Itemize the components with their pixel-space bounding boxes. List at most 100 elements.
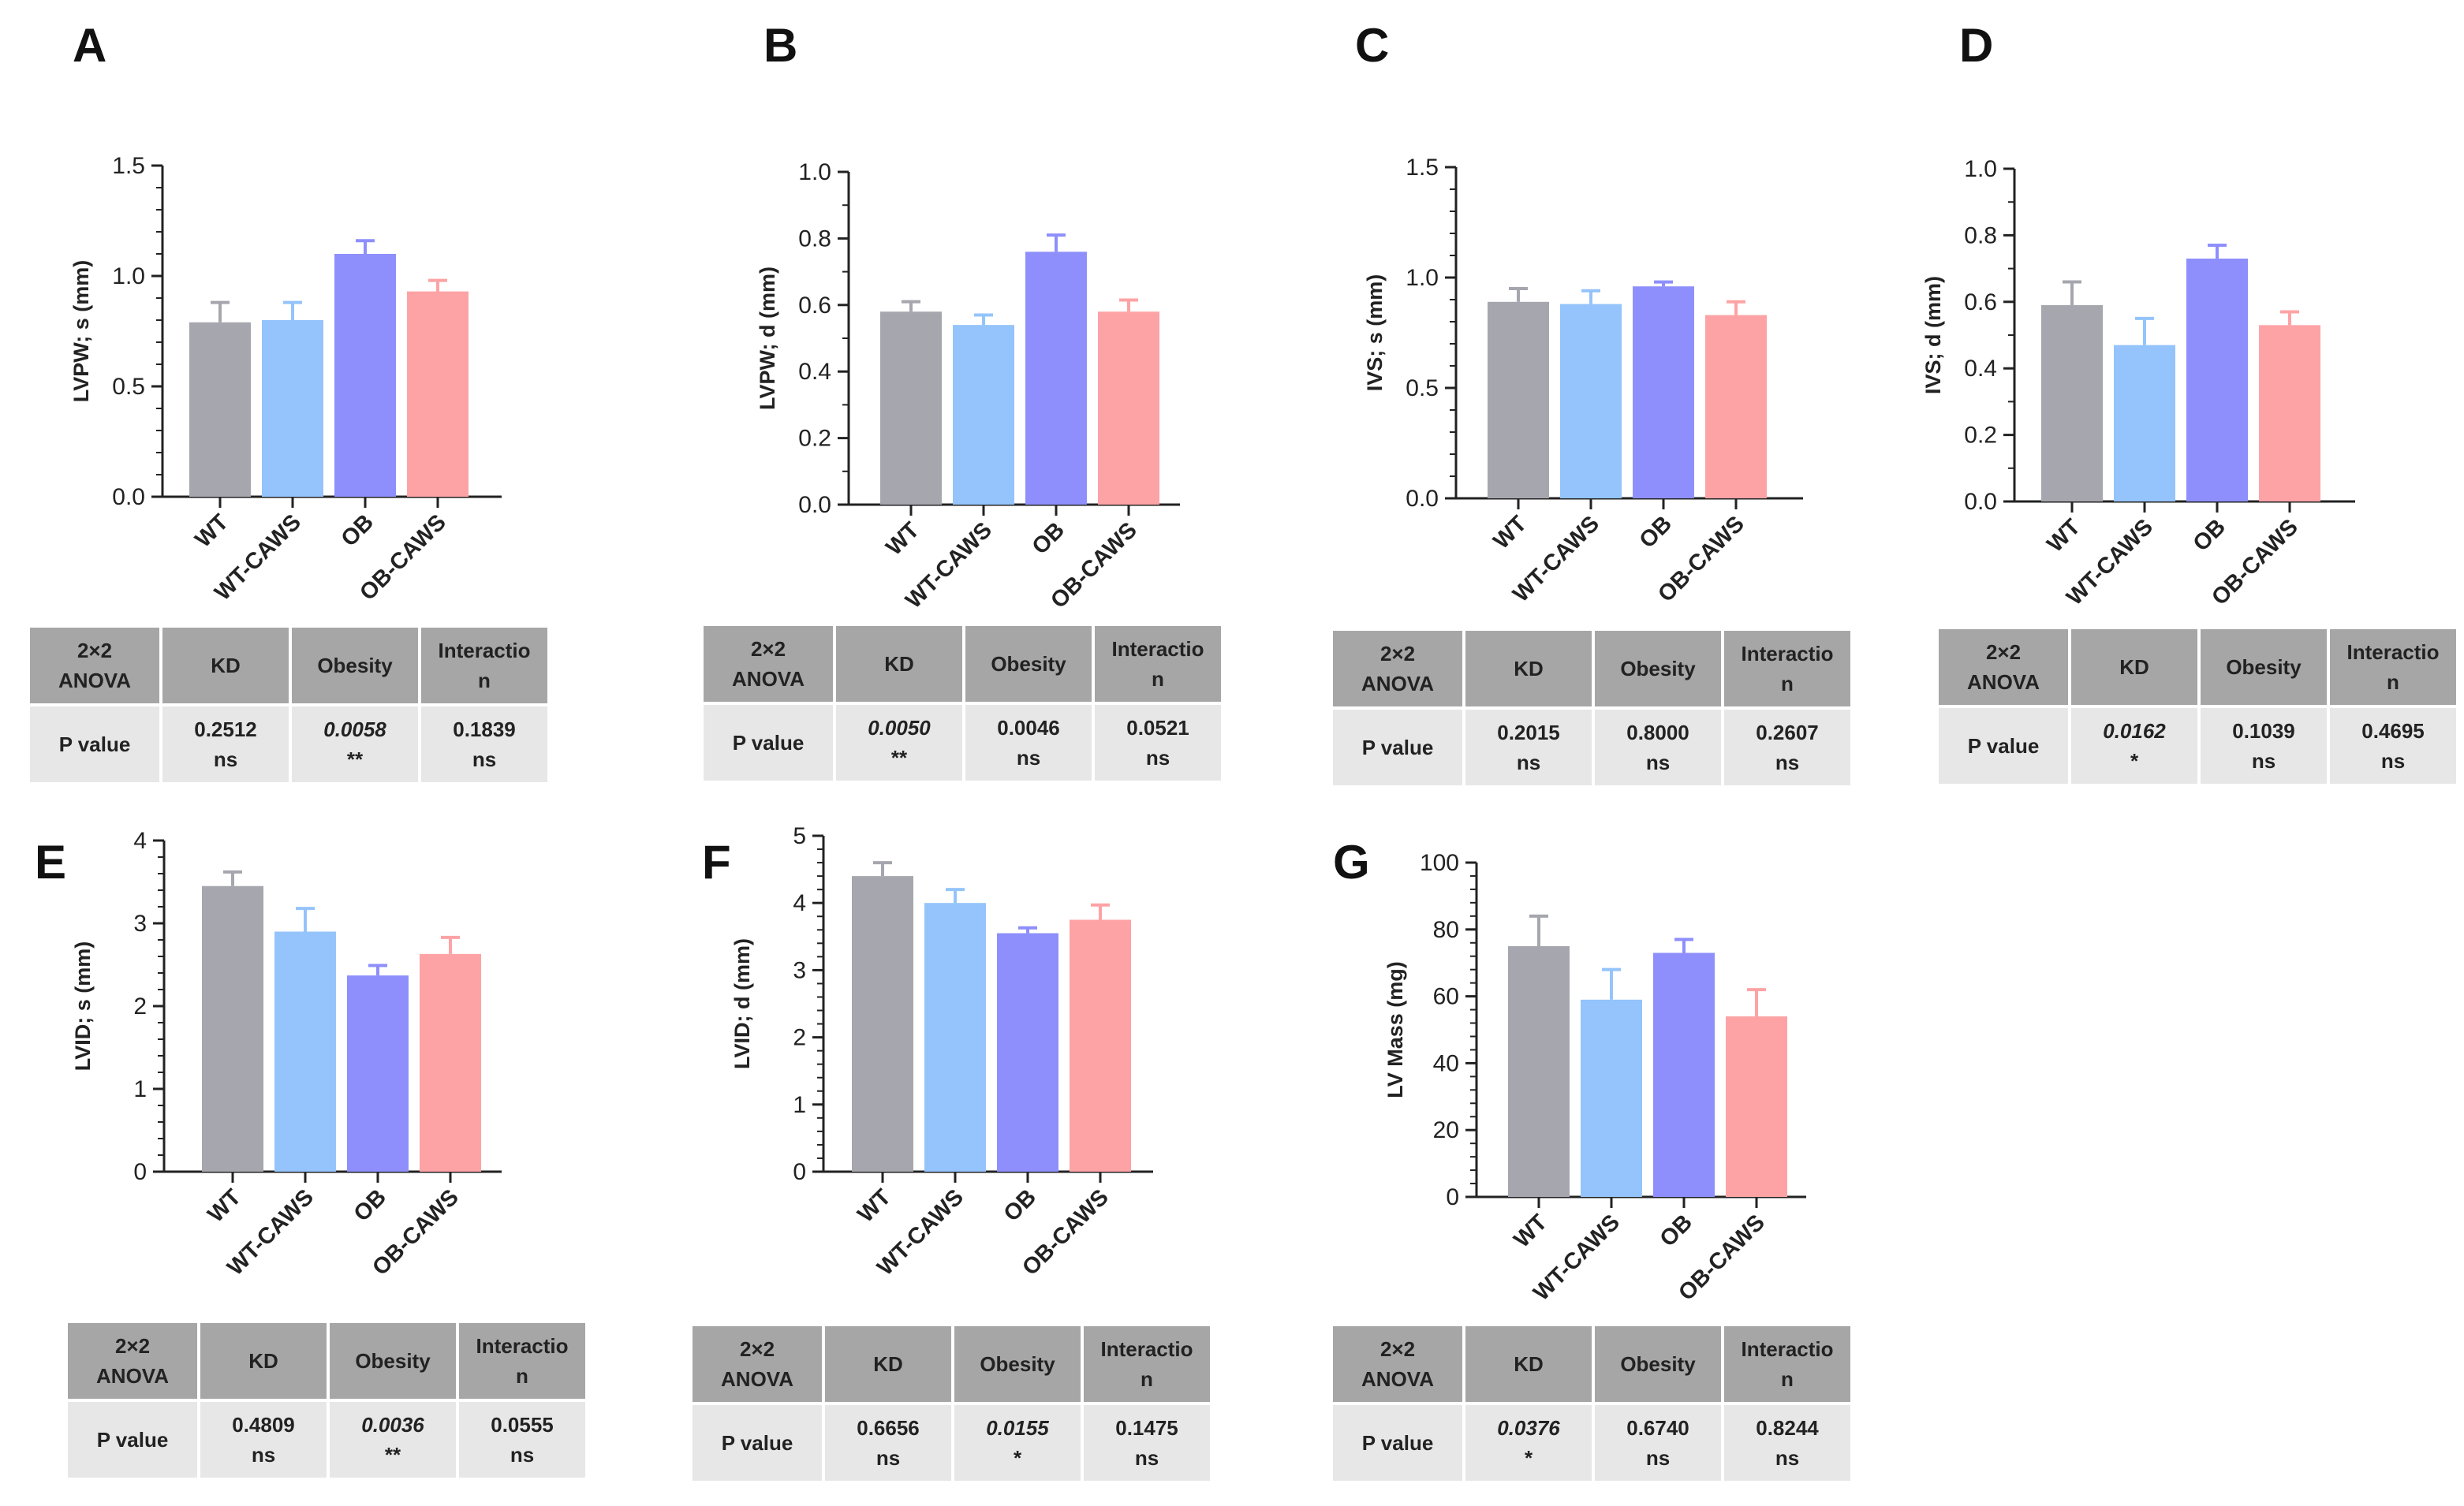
anova-header-cell: Obesity xyxy=(1595,1326,1721,1402)
panel-letter-f: F xyxy=(702,836,731,889)
bar-ob xyxy=(1025,252,1087,505)
pvalue-cell: 0.0162 * xyxy=(2071,708,2197,784)
pvalue-cell: 0.2015 ns xyxy=(1465,710,1592,785)
anova-header-cell: 2×2 ANOVA xyxy=(1333,1326,1462,1402)
y-tick-label: 0.4 xyxy=(798,359,831,385)
pvalue-cell: 0.6740 ns xyxy=(1595,1405,1721,1481)
anova-header-row: 2×2 ANOVA KD Obesity Interactio n xyxy=(1939,629,2456,705)
y-tick-label: 5 xyxy=(793,823,806,849)
y-tick-label: 1.0 xyxy=(1964,156,1997,182)
anova-header-cell: KD xyxy=(825,1326,951,1402)
y-tick-label: 4 xyxy=(793,890,806,916)
panel-letter-a: A xyxy=(73,19,106,72)
y-tick-label: 3 xyxy=(793,957,806,983)
bar-wt-caws xyxy=(262,320,323,497)
chart-panel-f: F 0 1 2 3 4 5 LVID; d (mm) WT WT-CAWS OB OB-CAWS xyxy=(0,0,1262,1340)
anova-header-cell: Obesity xyxy=(954,1326,1081,1402)
y-tick-label: 1 xyxy=(793,1092,806,1118)
anova-header-cell: Interactio n xyxy=(1724,1326,1850,1402)
anova-table-d: 2×2 ANOVA KD Obesity Interactio n P value 0.016… xyxy=(1936,626,2459,787)
anova-pvalue-row: P value 0.6656 ns 0.0155 * 0.1475 ns xyxy=(693,1405,1210,1481)
chart-panel-e: E 0 1 2 3 4 LVID; s (mm) WT WT-CAWS OB OB-CAWS xyxy=(0,0,568,1340)
anova-header-cell: 2×2 ANOVA xyxy=(1333,631,1462,706)
anova-header-cell: 2×2 ANOVA xyxy=(704,626,833,702)
y-axis-title-f: LVID; d (mm) xyxy=(730,938,754,1069)
anova-header-row: 2×2 ANOVA KD Obesity Interactio n xyxy=(704,626,1221,702)
anova-table-a: 2×2 ANOVA KD Obesity Interactio n P value 0.251… xyxy=(27,624,551,785)
panel-letter-c: C xyxy=(1355,19,1389,72)
anova-header-cell: Obesity xyxy=(965,626,1092,702)
anova-pvalue-row: P value 0.4809 ns 0.0036 ** 0.0555 ns xyxy=(68,1402,585,1478)
y-tick-label: 0.5 xyxy=(1406,375,1439,401)
bar-ob-caws xyxy=(1705,315,1767,498)
anova-header-cell: 2×2 ANOVA xyxy=(30,628,159,703)
bar-wt-caws xyxy=(1581,999,1642,1197)
pvalue-cell: 0.2512 ns xyxy=(162,706,289,782)
pvalue-cell: 0.6656 ns xyxy=(825,1405,951,1481)
bar-ob xyxy=(1653,952,1715,1197)
anova-table-f: 2×2 ANOVA KD Obesity Interactio n P value 0.665… xyxy=(689,1323,1213,1484)
anova-header-cell: Interactio n xyxy=(421,628,547,703)
panel-letter-g: G xyxy=(1333,836,1370,889)
anova-table-c: 2×2 ANOVA KD Obesity Interactio n P value 0.201… xyxy=(1330,628,1854,788)
pvalue-row-label: P value xyxy=(1333,1405,1462,1481)
anova-header-cell: KD xyxy=(2071,629,2197,705)
pvalue-row-label: P value xyxy=(1939,708,2068,784)
anova-header-row: 2×2 ANOVA KD Obesity Interactio n xyxy=(693,1326,1210,1402)
bar-wt-caws xyxy=(1560,304,1622,498)
anova-table-e: 2×2 ANOVA KD Obesity Interactio n P value 0.480… xyxy=(65,1320,588,1481)
category-label: OB xyxy=(1656,1210,1697,1251)
pvalue-cell: 0.0036 ** xyxy=(330,1402,456,1478)
bar-wt xyxy=(880,311,942,505)
y-tick-label: 1.0 xyxy=(112,263,145,289)
y-tick-label: 0.0 xyxy=(1964,489,1997,515)
bar-ob-caws xyxy=(1070,919,1131,1172)
y-tick-label: 4 xyxy=(133,828,147,854)
pvalue-row-label: P value xyxy=(693,1405,822,1481)
panel-letter-d: D xyxy=(1959,19,1993,72)
y-axis-title-a: LVPW; s (mm) xyxy=(69,260,93,403)
anova-header-cell: 2×2 ANOVA xyxy=(68,1323,197,1399)
y-tick-label: 2 xyxy=(793,1025,806,1051)
anova-header-row: 2×2 ANOVA KD Obesity Interactio n xyxy=(1333,631,1850,706)
y-tick-label: 60 xyxy=(1433,984,1459,1010)
bar-ob-caws xyxy=(2259,325,2320,501)
anova-header-cell: Interactio n xyxy=(1095,626,1221,702)
bar-ob-caws xyxy=(407,291,469,497)
pvalue-cell: 0.1039 ns xyxy=(2201,708,2327,784)
pvalue-cell: 0.4809 ns xyxy=(200,1402,327,1478)
anova-header-row: 2×2 ANOVA KD Obesity Interactio n xyxy=(1333,1326,1850,1402)
bar-ob xyxy=(2186,258,2248,501)
bar-ob xyxy=(997,933,1058,1172)
y-tick-label: 0.8 xyxy=(1964,222,1997,248)
panel-letter-b: B xyxy=(763,19,797,72)
y-tick-label: 100 xyxy=(1420,850,1459,876)
y-tick-label: 0 xyxy=(133,1159,147,1185)
bar-ob-caws xyxy=(1726,1016,1787,1197)
anova-header-cell: Interactio n xyxy=(1724,631,1850,706)
y-tick-label: 0.6 xyxy=(1964,289,1997,315)
y-tick-label: 20 xyxy=(1433,1117,1459,1143)
pvalue-row-label: P value xyxy=(68,1402,197,1478)
chart-panel-d: D 0.0 0.2 0.4 0.6 0.8 1.0 IVS; d (mm) WT WT-CAWS O… xyxy=(0,0,2464,623)
bar-wt-caws xyxy=(2114,345,2175,501)
y-tick-label: 0.2 xyxy=(798,426,831,452)
y-tick-label: 1.0 xyxy=(798,159,831,185)
pvalue-cell: 0.0050 ** xyxy=(836,705,962,781)
bar-ob xyxy=(1633,286,1694,498)
pvalue-cell: 0.8244 ns xyxy=(1724,1405,1850,1481)
y-tick-label: 0.0 xyxy=(1406,486,1439,512)
chart-panel-g: G 0 20 40 60 80 100 LV Mass (mg) WT WT-CAWS OB OB-C… xyxy=(1333,836,1806,1306)
y-tick-label: 0.8 xyxy=(798,226,831,252)
y-tick-label: 0.4 xyxy=(1964,356,1997,382)
y-tick-label: 0.0 xyxy=(112,484,145,510)
anova-header-cell: Obesity xyxy=(1595,631,1721,706)
anova-pvalue-row: P value 0.2512 ns 0.0058 ** 0.1839 ns xyxy=(30,706,547,782)
pvalue-row-label: P value xyxy=(1333,710,1462,785)
category-label: OB xyxy=(2189,514,2231,556)
y-tick-label: 3 xyxy=(133,911,147,937)
anova-header-cell: KD xyxy=(836,626,962,702)
